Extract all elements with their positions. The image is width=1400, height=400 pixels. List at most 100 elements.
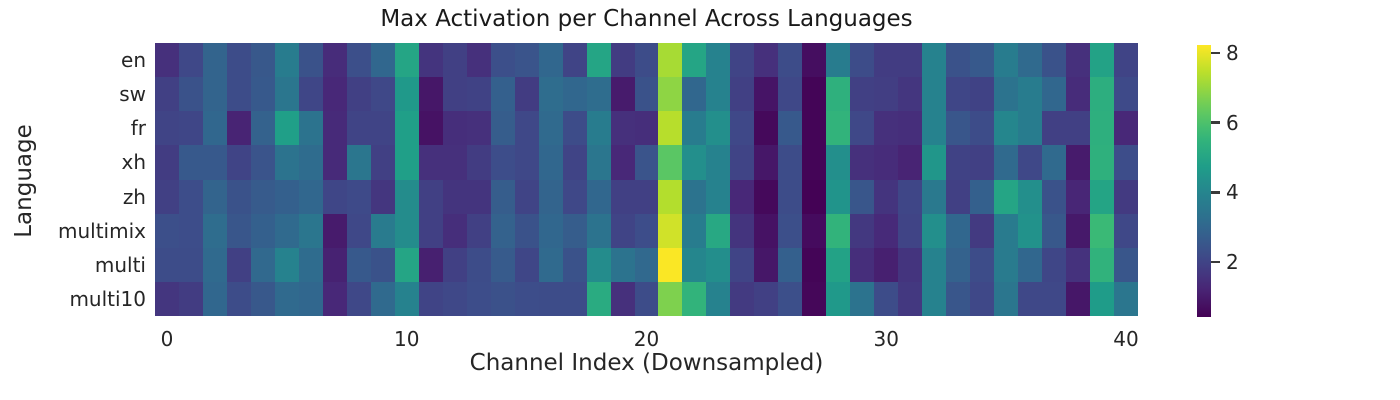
heatmap-cell (418, 179, 443, 214)
heatmap-cell (922, 179, 947, 214)
heatmap-cell (586, 179, 611, 214)
heatmap-cell (490, 145, 515, 180)
heatmap-cell (874, 111, 899, 146)
heatmap-cell (1066, 77, 1091, 112)
heatmap-cell (562, 213, 587, 248)
heatmap-cell (730, 179, 755, 214)
heatmap-cell (346, 213, 371, 248)
heatmap-cell (490, 281, 515, 316)
heatmap-cell (514, 111, 539, 146)
heatmap-cell (586, 43, 611, 78)
heatmap-cell (370, 179, 395, 214)
heatmap-cell (538, 145, 563, 180)
heatmap-cell (1066, 43, 1091, 78)
heatmap-cell (178, 77, 203, 112)
colorbar-tick-mark (1211, 121, 1220, 124)
heatmap-cell (994, 213, 1019, 248)
heatmap-cell (730, 281, 755, 316)
heatmap-cell (514, 247, 539, 282)
heatmap-cell (922, 111, 947, 146)
heatmap-cell (610, 43, 635, 78)
heatmap-cell (274, 247, 299, 282)
heatmap-cell (970, 43, 995, 78)
heatmap-cell (250, 247, 275, 282)
heatmap-cell (274, 43, 299, 78)
heatmap-cell (178, 179, 203, 214)
heatmap-cell (418, 145, 443, 180)
heatmap-cell (298, 179, 323, 214)
heatmap-cell (202, 213, 227, 248)
heatmap-cell (946, 213, 971, 248)
heatmap-cell (298, 213, 323, 248)
heatmap-cell (898, 77, 923, 112)
heatmap-cell (778, 281, 803, 316)
heatmap-cell (970, 111, 995, 146)
heatmap-cell (706, 145, 731, 180)
heatmap-cell (466, 43, 491, 78)
heatmap-cell (490, 43, 515, 78)
heatmap-cell (514, 213, 539, 248)
heatmap-cell (778, 213, 803, 248)
heatmap-cell (250, 213, 275, 248)
heatmap-cell (394, 77, 419, 112)
heatmap-cell (1066, 145, 1091, 180)
heatmap-cell (850, 247, 875, 282)
heatmap-cell (538, 179, 563, 214)
heatmap-cell (562, 247, 587, 282)
heatmap-cell (850, 179, 875, 214)
heatmap-cell (706, 43, 731, 78)
heatmap-cell (514, 145, 539, 180)
heatmap-cell (970, 145, 995, 180)
heatmap-cell (802, 281, 827, 316)
heatmap-cell (202, 281, 227, 316)
heatmap-cell (1114, 281, 1138, 316)
heatmap-cell (562, 77, 587, 112)
heatmap-cell (1042, 77, 1067, 112)
heatmap-cell (298, 247, 323, 282)
heatmap-cell (1114, 111, 1138, 146)
heatmap-cell (754, 281, 779, 316)
heatmap-cell (610, 145, 635, 180)
heatmap-cell (418, 77, 443, 112)
heatmap-cell (778, 43, 803, 78)
colorbar-tick-label: 2 (1226, 249, 1239, 274)
heatmap-cell (202, 145, 227, 180)
heatmap-cell (442, 281, 467, 316)
heatmap-cell (610, 281, 635, 316)
heatmap-cell (370, 145, 395, 180)
heatmap-cell (322, 247, 347, 282)
heatmap-cell (922, 281, 947, 316)
heatmap-cell (610, 247, 635, 282)
heatmap-cell (1090, 43, 1115, 78)
heatmap-cell (1018, 111, 1043, 146)
heatmap-cell (178, 111, 203, 146)
heatmap-cell (682, 77, 707, 112)
heatmap-cell (682, 145, 707, 180)
heatmap-cell (514, 77, 539, 112)
heatmap-cell (658, 247, 683, 282)
heatmap-cell (1066, 247, 1091, 282)
heatmap-cell (202, 111, 227, 146)
heatmap-cell (994, 145, 1019, 180)
heatmap-cell (946, 77, 971, 112)
heatmap-cell (994, 179, 1019, 214)
heatmap-cell (874, 247, 899, 282)
heatmap-cell (178, 43, 203, 78)
heatmap-cell (1114, 213, 1138, 248)
y-tick-label: fr (130, 116, 146, 141)
heatmap-cell (466, 145, 491, 180)
heatmap-cell (850, 77, 875, 112)
heatmap-cell (802, 213, 827, 248)
heatmap-cell (1042, 247, 1067, 282)
heatmap-cell (394, 111, 419, 146)
heatmap-cell (274, 213, 299, 248)
heatmap-cell (850, 281, 875, 316)
heatmap-cell (514, 281, 539, 316)
heatmap-cell (850, 145, 875, 180)
heatmap-cell (466, 247, 491, 282)
heatmap-cell (658, 145, 683, 180)
heatmap-cell (970, 247, 995, 282)
heatmap-cell (155, 179, 179, 214)
heatmap-cell (874, 213, 899, 248)
